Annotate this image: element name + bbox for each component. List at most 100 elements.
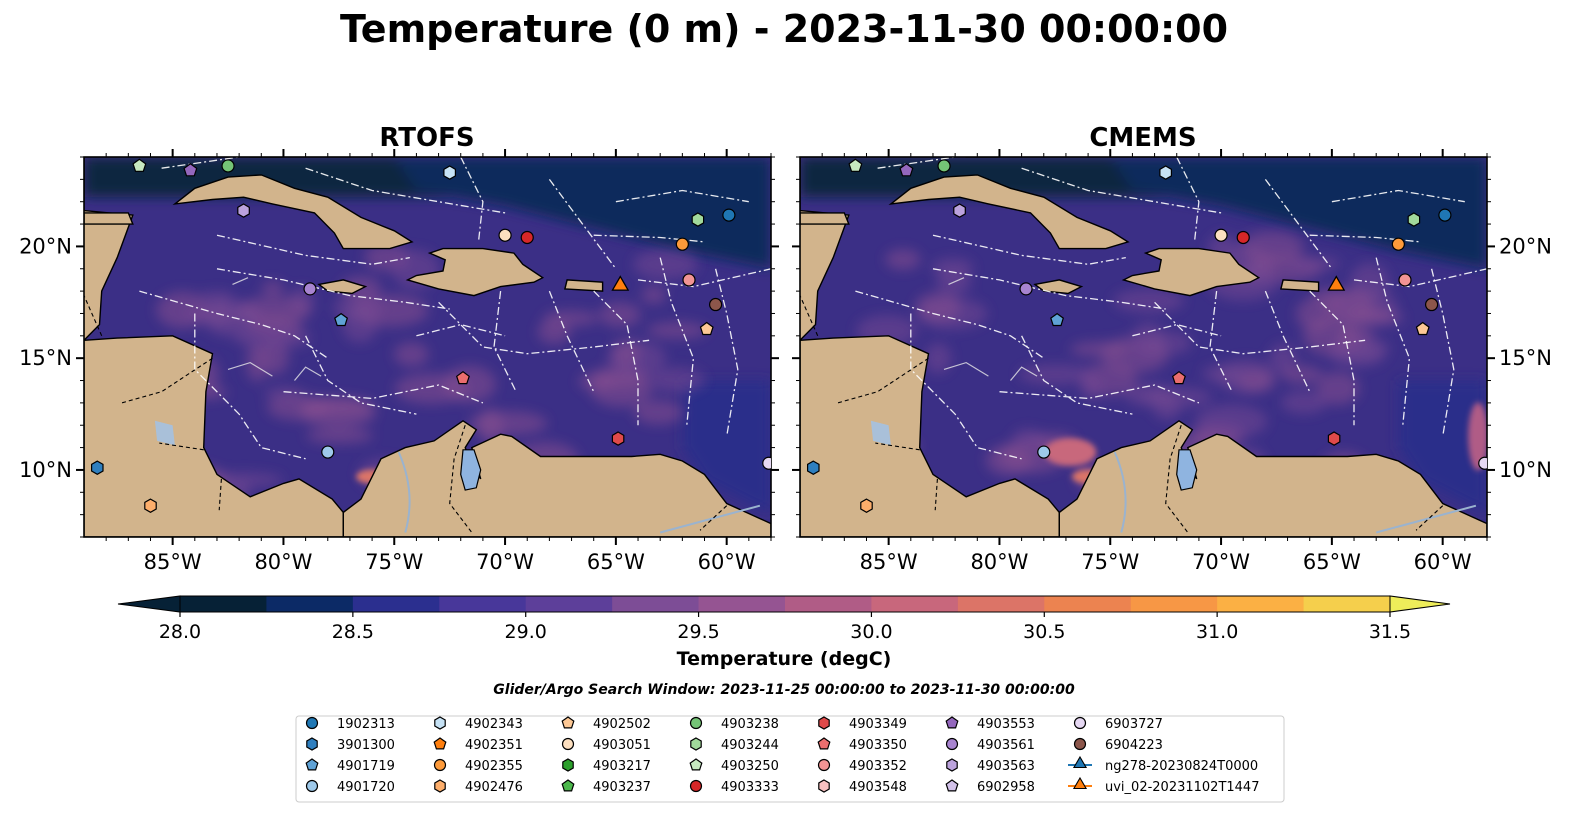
warm-patch — [924, 342, 952, 374]
eez-line — [305, 335, 417, 415]
bathymetry-contours — [943, 277, 1038, 381]
legend-marker — [305, 716, 319, 730]
eez-line — [999, 384, 1200, 404]
legend-label: 4903238 — [721, 717, 779, 732]
legend-label: 4903350 — [849, 738, 907, 753]
lat-tick-label: 20°N — [19, 234, 72, 258]
map-content — [800, 157, 1487, 537]
land-centralAmerica — [800, 157, 850, 537]
eez-line — [1309, 234, 1421, 243]
float-4903352 — [1398, 273, 1412, 287]
legend-marker — [689, 716, 703, 730]
warm-patch — [611, 339, 641, 366]
eez-line — [139, 290, 329, 359]
country-border — [699, 505, 728, 531]
warm-patch — [394, 342, 429, 367]
legend-marker — [561, 737, 575, 751]
colorbar-extend-min — [117, 595, 181, 613]
legend-item: 4903051 — [561, 737, 651, 753]
legend-label: 3901300 — [337, 738, 395, 753]
colorbar-level — [352, 596, 440, 612]
eez-line — [416, 323, 506, 337]
float-4903244 — [691, 212, 705, 227]
land-cuba — [888, 174, 1130, 250]
land-centralAmerica — [84, 157, 134, 537]
legend-marker — [433, 737, 447, 750]
eez-line — [1264, 290, 1311, 392]
eez-line — [548, 290, 595, 392]
map-panel-rtofs: 85°W 80°W 75°W 70°W 65°W 60°W 20°N 15°N 10°N — [19, 149, 779, 574]
float-4902502 — [699, 321, 714, 336]
lon-tick-label: 85°W — [860, 550, 918, 574]
legend-label: 4903349 — [849, 717, 907, 732]
eez-line — [216, 268, 450, 310]
legend-marker — [433, 758, 447, 772]
lon-tick-label: 80°W — [254, 550, 312, 574]
float-4902343 — [1159, 165, 1173, 180]
legend-item: uvi_02-20231102T1447 — [1068, 776, 1259, 795]
land-puertorico — [564, 279, 604, 292]
float-4903051 — [498, 228, 512, 242]
land-jamaica — [1033, 279, 1084, 295]
legend-item: 4903349 — [818, 716, 907, 732]
float-4903553 — [183, 163, 198, 177]
legend-item: 4902355 — [433, 758, 523, 774]
warm-patch — [1069, 341, 1130, 358]
colorbar-tick-label: 28.5 — [332, 621, 374, 643]
legend-label: 4903244 — [721, 738, 779, 753]
float-4903333 — [1236, 230, 1250, 245]
land-jamaica — [317, 279, 368, 295]
legend-item: 4903350 — [817, 737, 907, 753]
warm-patch — [936, 271, 972, 295]
contour — [1010, 366, 1038, 381]
float-4903563 — [953, 203, 966, 218]
map-frame — [799, 156, 1488, 538]
float-4903333 — [520, 230, 534, 245]
legend-marker — [817, 758, 831, 772]
legend-label: 4902355 — [465, 759, 523, 774]
legend-marker — [561, 779, 575, 792]
land-southAmerica — [1058, 419, 1487, 537]
eez-line — [593, 290, 639, 426]
colorbar-tick-label: 30.0 — [850, 621, 892, 643]
country-border — [84, 295, 103, 337]
colorbar-tick-label: 29.5 — [677, 621, 719, 643]
contour — [294, 366, 322, 381]
lon-tick-label: 60°W — [698, 550, 756, 574]
colorbar-level — [1217, 596, 1305, 612]
lon-tick-label: 70°W — [476, 550, 534, 574]
legend-items: 1902313 3901300 4901719 4901720 4902343 49023… — [305, 716, 1259, 795]
lat-tick-label: 10°N — [1499, 458, 1552, 482]
legend-label: 6904223 — [1105, 738, 1163, 753]
colorbar-tick-label: 28.0 — [159, 621, 201, 643]
contour — [232, 277, 249, 285]
float-markers — [806, 158, 1487, 513]
float-4903238 — [937, 159, 951, 173]
warm-patch — [333, 295, 384, 320]
lon-tick-label: 65°W — [587, 550, 645, 574]
colorbar-tick-label: 31.5 — [1369, 621, 1411, 643]
legend-label: ng278-20230824T0000 — [1105, 759, 1258, 774]
lon-tick-label: 75°W — [365, 550, 423, 574]
cold-water-field — [84, 157, 771, 537]
warm-patch — [1202, 364, 1248, 384]
eez-boundaries — [855, 157, 1487, 460]
glider-uvi_02-20231102T1447 — [1327, 275, 1346, 291]
lat-tick-label: 15°N — [1499, 346, 1552, 370]
axis-ticks: 85°W 80°W 75°W 70°W 65°W 60°W 20°N 15°N 10°N — [792, 149, 1552, 574]
land-southAmerica — [342, 419, 771, 537]
land-yucatanNorth — [84, 212, 134, 225]
colorbar-level — [871, 596, 959, 612]
legend-item: 4901719 — [305, 758, 395, 774]
country-border — [449, 425, 473, 533]
eez-line — [877, 157, 956, 169]
warm-patch — [646, 321, 708, 339]
country-border — [934, 478, 938, 511]
colorbar-tick-label: 29.0 — [505, 621, 547, 643]
float-4903350 — [1171, 370, 1186, 385]
eez-line — [438, 301, 650, 355]
contour — [948, 277, 965, 285]
legend-item: 4903333 — [689, 779, 779, 795]
river-magdalena — [397, 451, 411, 533]
float-4903352 — [682, 273, 696, 287]
